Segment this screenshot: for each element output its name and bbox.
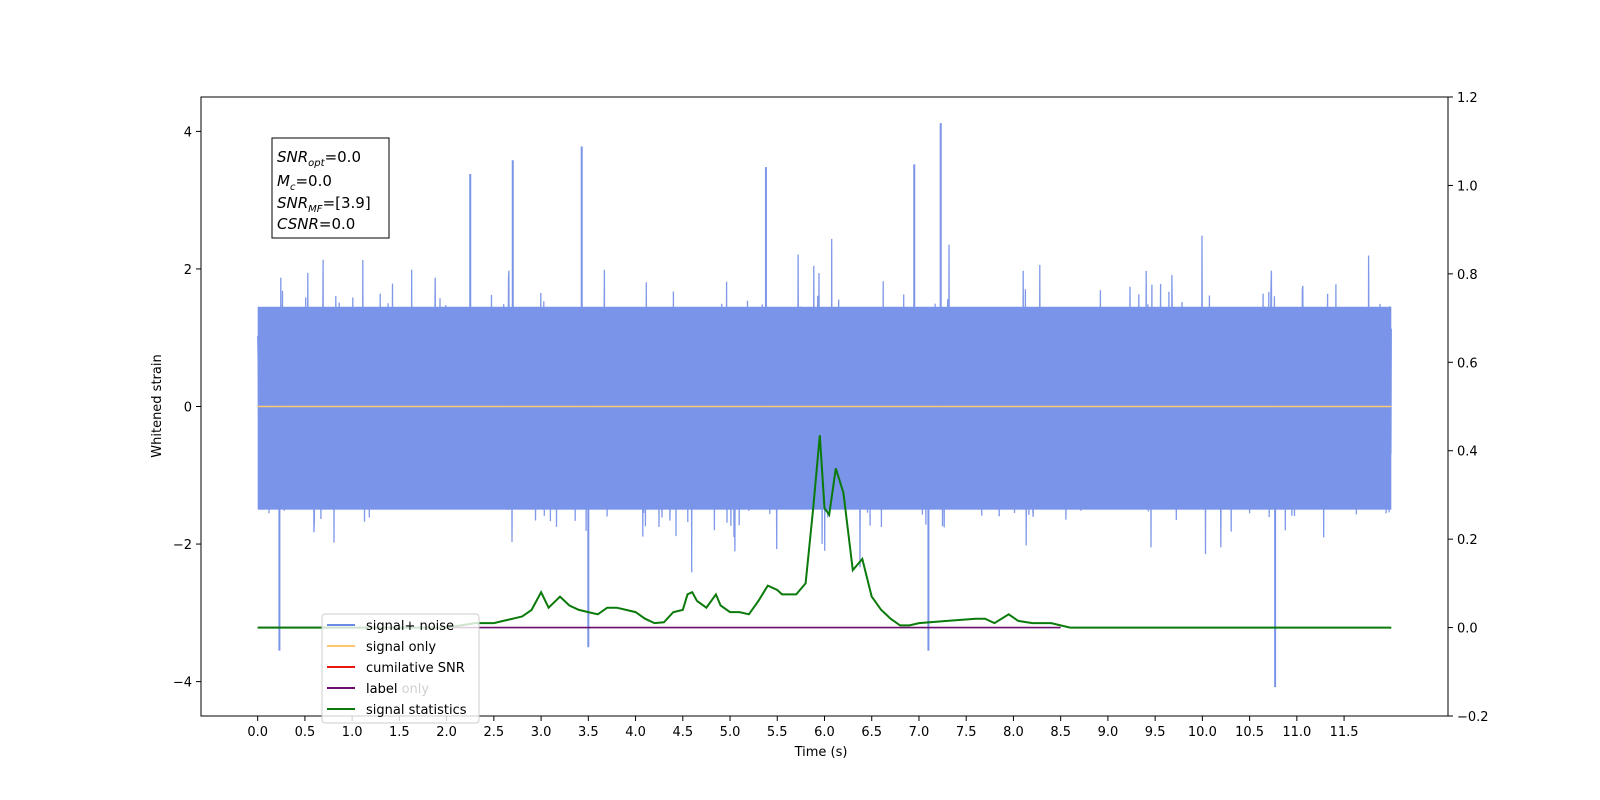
x-tick-label: 7.0 [909, 725, 930, 740]
legend-label-label: label [366, 682, 397, 697]
y2-tick-label: 1.2 [1457, 91, 1478, 106]
y-tick-label: −2 [173, 538, 192, 553]
x-tick-label: 1.0 [342, 725, 363, 740]
legend-label-signal-noise: signal+ noise [366, 619, 454, 634]
legend-frame [321, 613, 480, 724]
y-tick-label: 2 [184, 263, 192, 278]
x-tick-label: 8.0 [1003, 725, 1024, 740]
stat-snr-opt: SNRopt=0.0 [277, 148, 361, 169]
x-tick-label: 10.5 [1235, 725, 1264, 740]
x-tick-label: 6.5 [861, 725, 882, 740]
x-tick-label: 2.5 [484, 725, 505, 740]
legend-label-cumulative-snr: cumilative SNR [366, 661, 465, 676]
y2-tick-label: 1.0 [1457, 179, 1478, 194]
y2-axis-ticks: 1.2 1.0 0.8 0.6 0.4 0.2 0.0 −0.2 [1448, 91, 1489, 725]
stat-mc: Mc=0.0 [277, 172, 332, 193]
x-tick-label: 5.5 [767, 725, 788, 740]
y2-tick-label: 0.8 [1457, 268, 1478, 283]
x-axis-ticks: 0.0 0.5 1.0 1.5 2.0 2.5 3.0 3.5 4.0 4.5 5.0 5.5 6.0 6… [247, 716, 1359, 740]
x-tick-label: 1.5 [389, 725, 410, 740]
y-tick-label: 0 [184, 401, 192, 416]
legend-label-signal-only: signal only [366, 640, 436, 655]
x-tick-label: 0.0 [247, 725, 268, 740]
legend: label only signal+ noise signal only cum… [321, 613, 480, 724]
x-tick-label: 11.0 [1282, 725, 1311, 740]
x-tick-label: 3.0 [531, 725, 552, 740]
stats-box-frame [271, 137, 390, 239]
x-axis-label: Time (s) [794, 745, 848, 760]
x-tick-label: 7.5 [956, 725, 977, 740]
signal-noise-layer [257, 123, 1392, 688]
stat-csnr: CSNR=0.0 [277, 215, 355, 233]
x-tick-label: 6.0 [814, 725, 835, 740]
y2-tick-label: 0.0 [1457, 622, 1478, 637]
x-tick-label: 4.0 [625, 725, 646, 740]
y2-tick-label: 0.2 [1457, 533, 1478, 548]
x-tick-label: 8.5 [1050, 725, 1071, 740]
series-signal-statistics [257, 435, 1392, 629]
legend-hidden-text: label only [366, 682, 429, 697]
x-tick-label: 11.5 [1330, 725, 1359, 740]
plot-area [257, 123, 1392, 688]
y2-tick-label: −0.2 [1457, 710, 1489, 725]
x-tick-label: 10.0 [1188, 725, 1217, 740]
signal-noise-core-band [257, 306, 1392, 510]
y-axis-ticks: 4 2 0 −2 −4 [173, 125, 201, 691]
y2-tick-label: 0.6 [1457, 356, 1478, 371]
x-tick-label: 3.5 [578, 725, 599, 740]
x-tick-label: 4.5 [672, 725, 693, 740]
stats-annotation-box: SNRopt=0.0 Mc=0.0 SNRMF=[3.9] CSNR=0.0 [271, 137, 390, 239]
y2-tick-label: 0.4 [1457, 445, 1478, 460]
x-tick-label: 9.5 [1145, 725, 1166, 740]
x-tick-label: 2.0 [436, 725, 457, 740]
x-tick-label: 0.5 [295, 725, 316, 740]
y-tick-label: −4 [173, 676, 192, 691]
x-tick-label: 9.0 [1098, 725, 1119, 740]
x-tick-label: 5.0 [720, 725, 741, 740]
y-axis-label: Whitened strain [150, 354, 165, 457]
stat-snr-mf: SNRMF=[3.9] [277, 194, 371, 215]
legend-label-signal-statistics: signal statistics [366, 703, 467, 718]
y-tick-label: 4 [184, 125, 192, 140]
